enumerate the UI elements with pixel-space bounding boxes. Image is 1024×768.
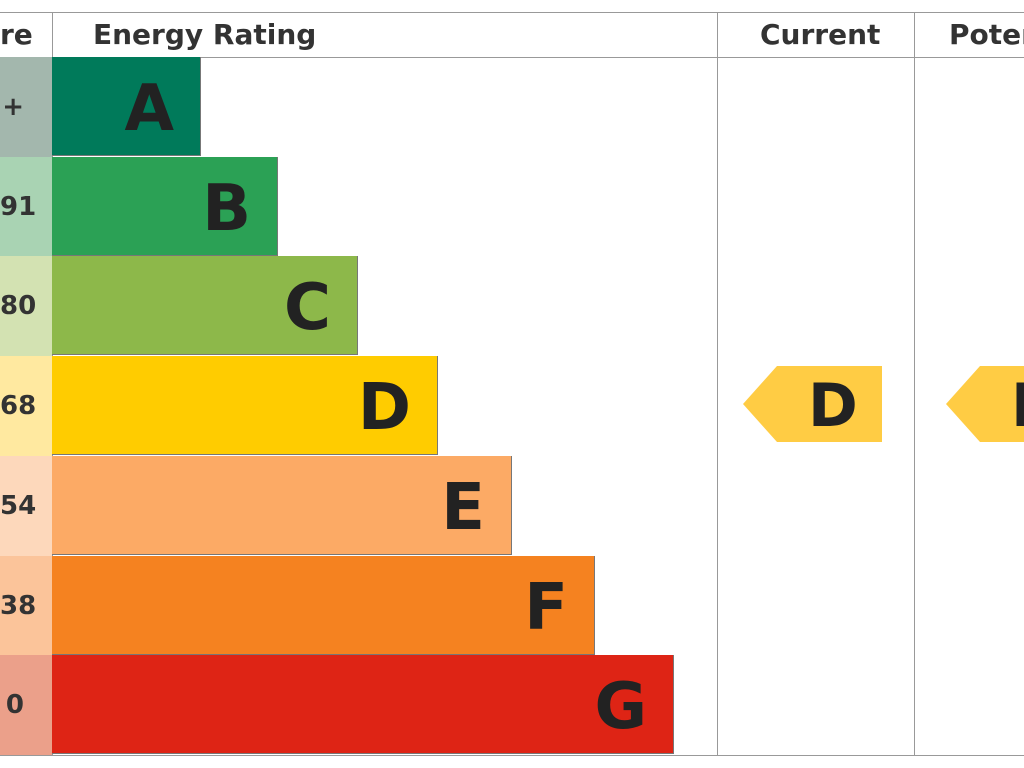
rating-letter: B [202, 171, 251, 246]
potential-arrow: D [946, 366, 1024, 442]
score-cell: 80 [0, 256, 52, 357]
rating-letter: E [441, 470, 485, 545]
score-cell: 0 [0, 655, 52, 756]
score-header: re [0, 18, 33, 51]
border [0, 12, 1024, 13]
border [0, 755, 1024, 756]
rating-bar: G [52, 655, 674, 755]
potential-rating: D [1011, 366, 1024, 442]
rating-bar: C [52, 256, 358, 356]
current-rating: D [808, 371, 858, 441]
arrow-shape [743, 366, 882, 442]
rating-header: Energy Rating [93, 18, 317, 51]
rating-bar: D [52, 356, 438, 456]
current-header: Current [760, 18, 881, 51]
potential-header: Poter [949, 18, 1024, 51]
rating-letter: G [594, 670, 647, 745]
current-arrow: D [743, 366, 883, 442]
border [0, 57, 1024, 58]
rating-letter: C [284, 271, 331, 346]
rating-letter: D [357, 371, 411, 446]
score-cell: 54 [0, 455, 52, 556]
rating-letter: F [524, 570, 568, 645]
rating-bar: E [52, 455, 512, 555]
score-cell: 38 [0, 555, 52, 656]
border [914, 12, 915, 756]
score-cell: + [0, 57, 52, 157]
arrow-shape [946, 366, 1024, 442]
border [717, 12, 718, 756]
score-cell: 91 [0, 156, 52, 257]
rating-bar: B [52, 156, 278, 256]
rating-bar: F [52, 555, 595, 655]
rating-letter: A [124, 72, 174, 146]
rating-bar: A [52, 57, 201, 156]
score-cell: 68 [0, 356, 52, 457]
